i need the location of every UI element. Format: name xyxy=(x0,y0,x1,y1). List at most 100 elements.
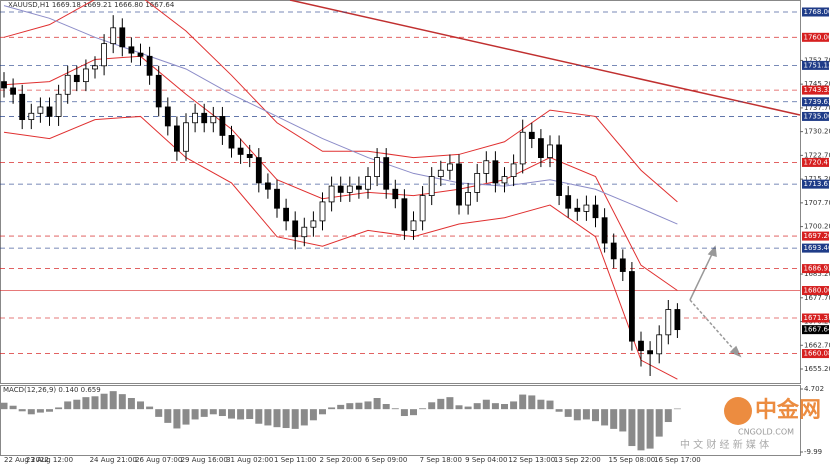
x-tick-label: 24 Aug 21:00 xyxy=(90,456,137,464)
candle-body xyxy=(501,176,508,184)
candle-body xyxy=(128,46,135,54)
macd-bar xyxy=(246,409,254,420)
macd-bar xyxy=(482,399,490,410)
macd-bar xyxy=(300,409,308,426)
macd-bar xyxy=(664,409,672,423)
bollinger-upper xyxy=(3,0,678,203)
macd-bar xyxy=(355,402,363,410)
level-label-box xyxy=(802,60,829,70)
candle-body xyxy=(92,65,98,70)
macd-bar xyxy=(255,409,263,424)
y-tick-label: 1655.20 xyxy=(804,365,830,373)
macd-bar xyxy=(455,405,463,410)
macd-bar xyxy=(364,401,372,410)
x-tick-label: 23 Aug 12:00 xyxy=(26,456,73,464)
candle-body xyxy=(183,122,189,152)
macd-bar xyxy=(519,394,527,410)
y-tick-label: 1745.20 xyxy=(804,80,830,88)
x-tick-label: 7 Sep 18:00 xyxy=(420,456,462,464)
x-tick-label: 12 Sep 13:00 xyxy=(508,456,555,464)
level-label-box xyxy=(802,286,829,296)
x-tick-label: 6 Sep 09:00 xyxy=(365,456,407,464)
candle-body xyxy=(492,160,499,184)
level-label: 1693.40 xyxy=(804,244,830,252)
candle-body xyxy=(264,182,271,190)
level-label-box xyxy=(802,157,829,167)
macd-bar xyxy=(36,409,44,413)
level-label: 1735.00 xyxy=(804,112,830,120)
level-label: 1768.00 xyxy=(804,8,830,16)
macd-bar xyxy=(391,408,399,410)
candle-body xyxy=(465,192,472,206)
candle-body xyxy=(665,309,672,336)
macd-bar xyxy=(291,409,299,429)
macd-bar xyxy=(18,409,26,412)
macd-bar xyxy=(237,409,245,420)
macd-bar xyxy=(337,404,345,410)
level-label: 1667.64 xyxy=(804,326,830,334)
level-label: 1660.08 xyxy=(804,350,830,358)
candle-body xyxy=(101,43,107,67)
macd-bar xyxy=(46,409,53,412)
candle-body xyxy=(547,144,553,158)
candle-body xyxy=(474,173,481,193)
chart-title: XAUUSD,H1 1669.18 1669.21 1666.80 1667.6… xyxy=(8,1,175,9)
y-tick-label: 1722.70 xyxy=(804,151,830,159)
candle-body xyxy=(374,157,381,177)
y-tick-label: 1730.20 xyxy=(804,128,830,136)
y-tick-label: 1715.20 xyxy=(804,175,830,183)
candle-body xyxy=(274,188,280,209)
candle-body xyxy=(510,163,517,177)
level-label: 1751.13 xyxy=(804,61,830,69)
candle-body xyxy=(73,74,80,83)
candle-body xyxy=(137,52,144,57)
macd-bar xyxy=(510,401,518,410)
x-tick-label: 26 Aug 07:00 xyxy=(135,456,182,464)
candle-body xyxy=(301,226,308,238)
macd-bar xyxy=(637,409,645,451)
macd-bar xyxy=(309,409,317,421)
level-label-box xyxy=(802,325,829,335)
candle-body xyxy=(483,160,490,174)
candle-body xyxy=(64,74,71,95)
macd-y-tick-label: 4.702 xyxy=(804,385,824,393)
x-tick-label: 22 Aug 2022 xyxy=(4,456,49,464)
candle-body xyxy=(328,185,335,203)
candle-body xyxy=(292,220,299,238)
candle-body xyxy=(346,185,353,193)
y-tick-label: 1737.70 xyxy=(804,104,830,112)
macd-bar xyxy=(382,404,390,410)
candle-body xyxy=(629,271,635,342)
macd-bar xyxy=(164,409,172,423)
trend-line xyxy=(289,0,801,116)
candle-body xyxy=(219,116,226,136)
watermark-logo: 中金网 xyxy=(755,397,821,423)
candle-body xyxy=(255,157,262,184)
candle-body xyxy=(638,340,644,352)
candle-body xyxy=(519,131,526,165)
macd-bar xyxy=(628,409,636,447)
candle-body xyxy=(319,201,326,222)
candle-body xyxy=(1,81,7,89)
level-label-box xyxy=(802,111,829,121)
level-label: 1739.63 xyxy=(804,98,830,106)
x-tick-label: 29 Aug 16:00 xyxy=(181,456,228,464)
macd-bar xyxy=(200,409,208,417)
macd-label: MACD(12,26,9) 0.140 0.659 xyxy=(3,386,101,394)
level-label-box xyxy=(802,7,829,17)
macd-bar xyxy=(646,409,654,449)
macd-bar xyxy=(55,407,63,410)
level-label-box xyxy=(802,85,829,95)
candle-body xyxy=(83,68,89,83)
level-label: 1697.20 xyxy=(804,232,830,240)
candle-body xyxy=(565,195,572,209)
macd-bar xyxy=(592,409,599,422)
candle-body xyxy=(164,106,171,127)
candle-body xyxy=(210,116,217,124)
x-tick-label: 9 Sep 04:00 xyxy=(465,456,507,464)
candle-body xyxy=(601,217,608,244)
macd-bar xyxy=(118,394,126,410)
macd-bar xyxy=(100,393,108,410)
candle-body xyxy=(146,55,153,76)
